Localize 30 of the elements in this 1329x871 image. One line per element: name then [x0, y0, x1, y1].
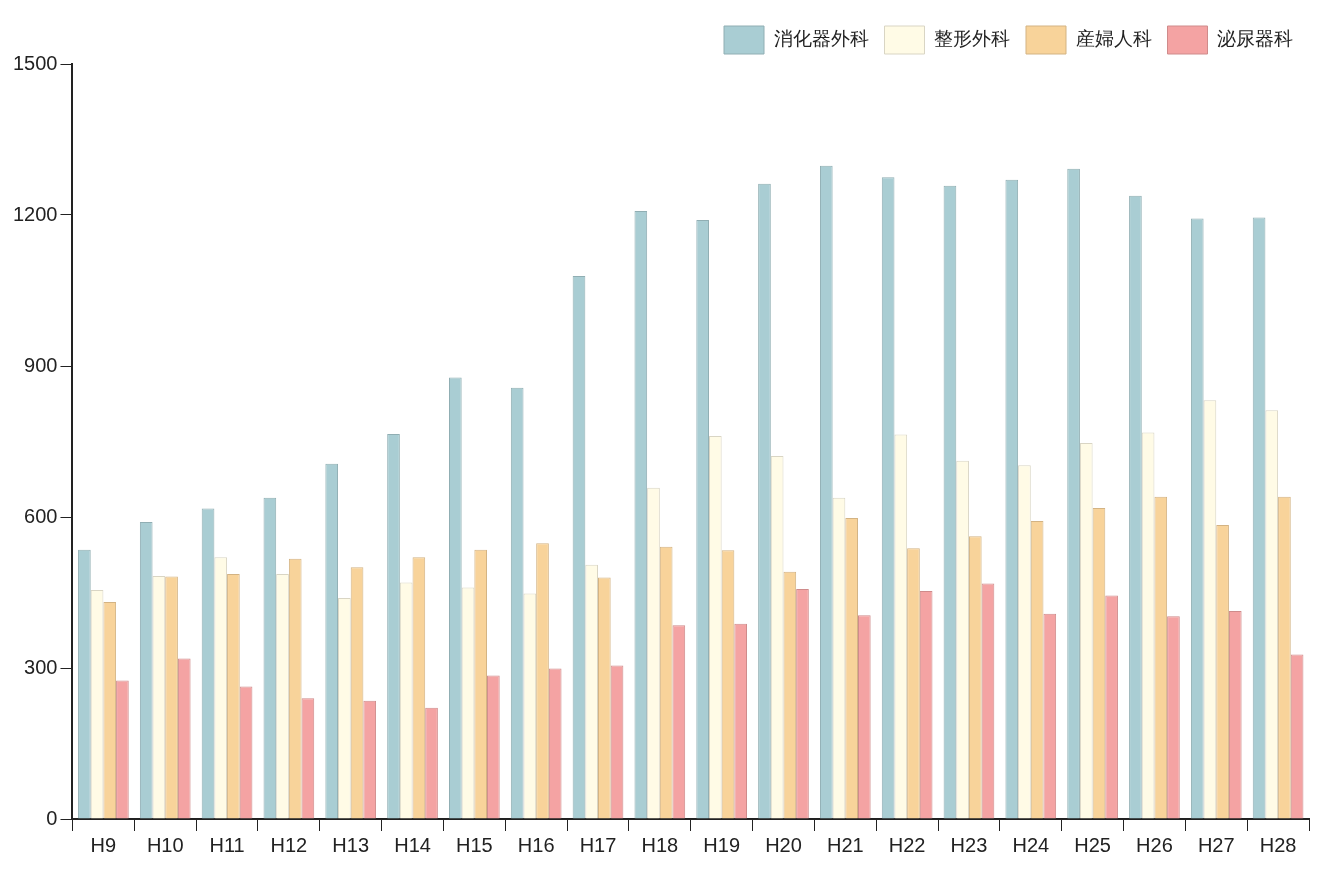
- x-tick-label: H13: [332, 833, 370, 856]
- x-tick-label: H20: [765, 833, 802, 856]
- legend-label: 産婦人科: [1075, 26, 1152, 49]
- x-tick-label: H17: [579, 833, 617, 856]
- x-tick-label: H25: [1074, 833, 1111, 856]
- legend-label: 泌尿器科: [1217, 26, 1293, 49]
- y-tick-label: 1200: [12, 202, 58, 225]
- legend-label: 消化器外科: [773, 26, 869, 49]
- x-tick-label: H16: [517, 833, 555, 856]
- x-tick-label: H28: [1259, 833, 1297, 856]
- x-tick-label: H19: [703, 833, 741, 856]
- y-tick-label: 900: [24, 353, 58, 376]
- x-tick-label: H12: [270, 833, 308, 856]
- y-tick-label: 600: [24, 504, 58, 527]
- y-tick-label: 0: [46, 806, 58, 829]
- x-tick-label: H18: [641, 833, 679, 856]
- x-tick-label: H9: [90, 833, 117, 856]
- x-tick-label: H24: [1012, 833, 1050, 856]
- legend-label: 整形外科: [934, 26, 1010, 49]
- x-tick-label: H23: [950, 833, 988, 856]
- x-tick-label: H22: [888, 833, 926, 856]
- x-tick-label: H26: [1136, 833, 1173, 856]
- x-tick-label: H10: [146, 833, 184, 856]
- x-tick-label: H11: [209, 833, 245, 856]
- x-tick-label: H14: [394, 833, 431, 856]
- y-tick-label: 300: [24, 655, 58, 678]
- y-tick-label: 1500: [12, 51, 58, 74]
- x-tick-label: H15: [456, 833, 493, 856]
- x-tick-label: H27: [1197, 833, 1235, 856]
- x-tick-label: H21: [826, 833, 864, 856]
